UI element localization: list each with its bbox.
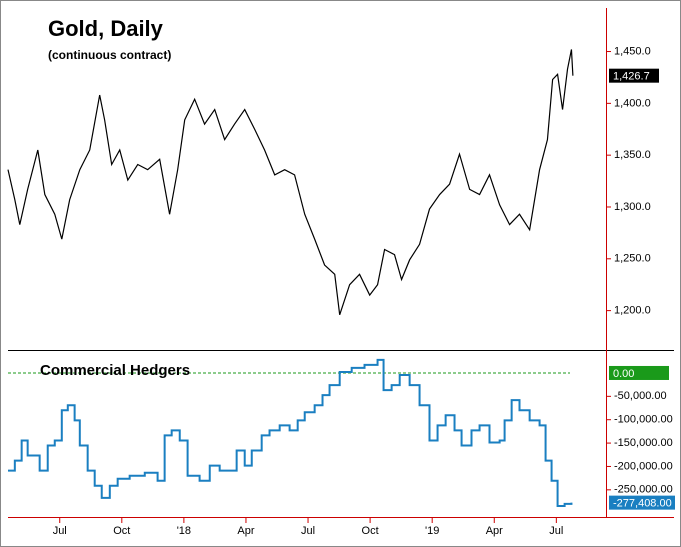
x-tick-label: '19 xyxy=(425,525,439,537)
x-tick-label: Apr xyxy=(486,525,503,537)
x-tick-label: Apr xyxy=(237,525,254,537)
reference-box xyxy=(609,365,669,380)
series-line xyxy=(8,358,573,507)
reference-label: 0.00 xyxy=(613,368,634,380)
y-tick-label: 1,250.0 xyxy=(614,253,651,265)
y-tick-label: -50,000.00 xyxy=(614,390,667,402)
y-tick-label: -100,000.00 xyxy=(614,414,673,426)
last-value-label: -277,408.00 xyxy=(613,498,672,510)
y-tick-label: -150,000.00 xyxy=(614,437,673,449)
x-tick-label: '18 xyxy=(177,525,191,537)
y-tick-label: 1,450.0 xyxy=(614,45,651,57)
last-value-box xyxy=(609,68,659,83)
y-tick-label: -250,000.00 xyxy=(614,484,673,496)
y-tick-label: -200,000.00 xyxy=(614,460,673,472)
x-tick-label: Oct xyxy=(113,525,130,537)
series-label: Commercial Hedgers xyxy=(40,362,190,379)
x-tick-label: Jul xyxy=(301,525,315,537)
chart-subtitle: (continuous contract) xyxy=(48,48,171,62)
x-tick-label: Jul xyxy=(549,525,563,537)
series-line xyxy=(7,49,574,315)
chart-title: Gold, Daily xyxy=(48,16,164,41)
y-tick-label: 1,200.0 xyxy=(614,305,651,317)
y-tick-label: 1,400.0 xyxy=(614,97,651,109)
x-tick-label: Oct xyxy=(362,525,379,537)
last-value-box xyxy=(609,495,675,510)
y-tick-label: 1,350.0 xyxy=(614,149,651,161)
y-tick-label: 1,300.0 xyxy=(614,201,651,213)
last-value-label: 1,426.7 xyxy=(613,71,650,83)
x-tick-label: Jul xyxy=(53,525,67,537)
